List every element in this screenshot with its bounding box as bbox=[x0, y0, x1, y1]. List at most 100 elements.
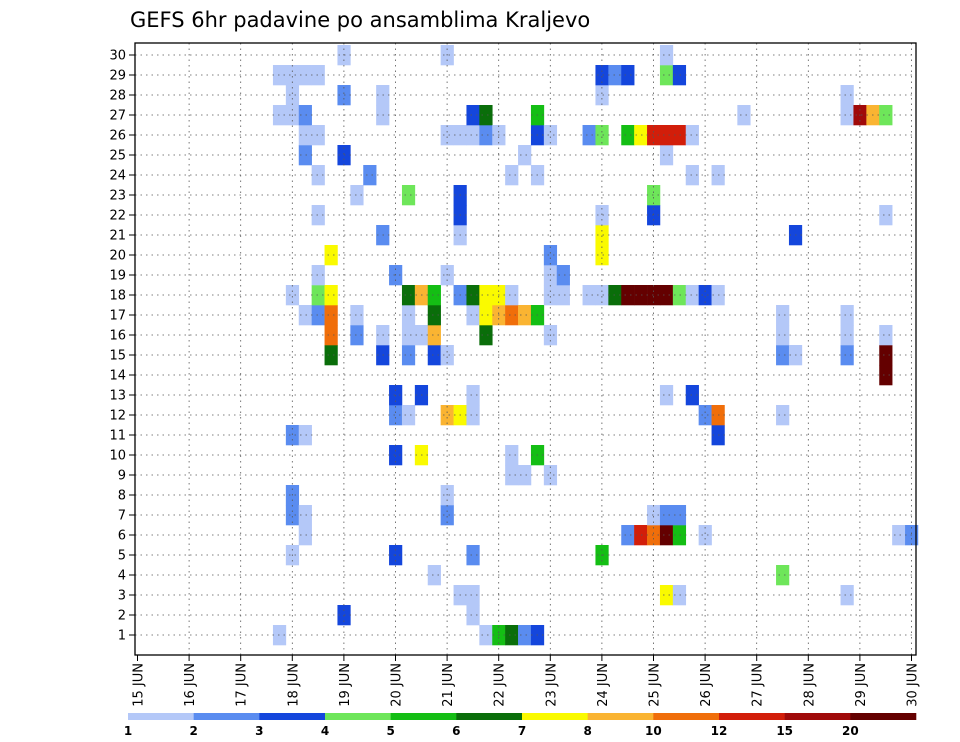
x-tick-label: 20 JUN bbox=[390, 663, 405, 707]
x-axis: 15 JUN 16 JUN 17 JUN 18 JUN 19 JUN 20 JUN 21 J… bbox=[132, 655, 921, 707]
heatmap-cell bbox=[647, 505, 661, 526]
heatmap-cell bbox=[659, 525, 674, 546]
heatmap-cell bbox=[879, 325, 893, 346]
x-tick-label: 23 JUN bbox=[544, 663, 559, 707]
heatmap-cell bbox=[298, 525, 312, 546]
x-tick-label: 18 JUN bbox=[286, 663, 301, 707]
y-tick-label: 14 bbox=[109, 369, 126, 384]
heatmap-cell bbox=[324, 245, 338, 266]
colorbar-swatch bbox=[850, 713, 917, 720]
heatmap-cell bbox=[427, 325, 441, 346]
y-tick-label: 26 bbox=[109, 129, 126, 144]
heatmap-cell bbox=[647, 185, 661, 206]
heatmap-cell bbox=[401, 285, 416, 306]
heatmap-cell bbox=[840, 325, 854, 346]
heatmap-cell bbox=[556, 285, 570, 306]
heatmap-cell bbox=[298, 125, 312, 146]
colorbar-swatch bbox=[587, 713, 654, 720]
heatmap-cell bbox=[389, 405, 403, 426]
y-tick-label: 2 bbox=[118, 609, 126, 624]
y-tick-label: 15 bbox=[109, 349, 126, 364]
heatmap-cell bbox=[647, 205, 661, 226]
heatmap-cell bbox=[363, 165, 377, 186]
y-tick-label: 10 bbox=[109, 449, 126, 464]
heatmap-cells bbox=[272, 45, 919, 646]
heatmap-cell bbox=[672, 65, 687, 86]
colorbar-swatch bbox=[784, 713, 851, 720]
colorbar-swatch bbox=[325, 713, 391, 720]
heatmap-cell bbox=[518, 145, 532, 166]
y-tick-label: 23 bbox=[109, 189, 126, 204]
heatmap-cell bbox=[879, 345, 893, 366]
colorbar-label: 2 bbox=[189, 724, 197, 738]
heatmap-cell bbox=[892, 525, 906, 546]
heatmap-cell bbox=[840, 85, 854, 106]
heatmap-cell bbox=[659, 65, 674, 86]
heatmap-cell bbox=[427, 565, 441, 586]
colorbar-label: 12 bbox=[711, 724, 728, 738]
heatmap-cell bbox=[298, 65, 312, 86]
x-tick-label: 24 JUN bbox=[596, 663, 611, 707]
heatmap-cell bbox=[698, 405, 712, 426]
chart-title: GEFS 6hr padavine po ansamblima Kraljevo bbox=[130, 8, 590, 32]
y-tick-label: 7 bbox=[118, 509, 126, 524]
heatmap-cell bbox=[672, 585, 687, 606]
heatmap-cell bbox=[698, 525, 712, 546]
y-tick-label: 21 bbox=[109, 229, 126, 244]
heatmap-cell bbox=[479, 125, 493, 146]
y-tick-label: 12 bbox=[109, 409, 126, 424]
heatmap-cell bbox=[659, 125, 674, 146]
heatmap-cell bbox=[505, 165, 519, 186]
heatmap-cell bbox=[427, 285, 441, 306]
x-tick-label: 21 JUN bbox=[441, 663, 456, 707]
heatmap-cell bbox=[466, 305, 480, 326]
heatmap-cell bbox=[285, 425, 300, 446]
heatmap-cell bbox=[272, 105, 287, 126]
heatmap-cell bbox=[350, 185, 364, 206]
heatmap-cell bbox=[440, 505, 454, 526]
heatmap-cell bbox=[879, 105, 893, 126]
y-tick-label: 1 bbox=[118, 629, 126, 644]
y-tick-label: 11 bbox=[109, 429, 126, 444]
colorbar-label: 20 bbox=[842, 724, 859, 738]
heatmap-cell bbox=[647, 285, 661, 306]
heatmap-cell bbox=[466, 125, 480, 146]
heatmap-cell bbox=[311, 65, 325, 86]
heatmap-cell bbox=[401, 405, 416, 426]
y-tick-label: 18 bbox=[109, 289, 126, 304]
heatmap-cell bbox=[595, 205, 609, 226]
x-tick-label: 27 JUN bbox=[751, 663, 766, 707]
heatmap-cell bbox=[479, 305, 493, 326]
x-tick-label: 26 JUN bbox=[699, 663, 714, 707]
heatmap-cell bbox=[634, 285, 648, 306]
heatmap-cell bbox=[324, 345, 338, 366]
heatmap-cell bbox=[543, 125, 558, 146]
heatmap-cell bbox=[879, 365, 893, 386]
heatmap-cell bbox=[776, 345, 790, 366]
heatmap-cell bbox=[272, 65, 287, 86]
heatmap-cell bbox=[685, 385, 699, 406]
y-tick-label: 20 bbox=[109, 249, 126, 264]
heatmap-cell bbox=[324, 285, 338, 306]
heatmap-cell bbox=[427, 345, 441, 366]
heatmap-cell bbox=[621, 125, 635, 146]
heatmap-cell bbox=[685, 165, 699, 186]
heatmap-cell bbox=[298, 505, 312, 526]
heatmap-cell bbox=[311, 265, 325, 286]
heatmap-cell bbox=[505, 305, 519, 326]
heatmap-cell bbox=[672, 505, 687, 526]
heatmap-cell bbox=[543, 245, 558, 266]
heatmap-cell bbox=[634, 525, 648, 546]
y-tick-label: 6 bbox=[118, 529, 126, 544]
heatmap-cell bbox=[440, 125, 454, 146]
y-tick-label: 22 bbox=[109, 209, 126, 224]
colorbar-swatch bbox=[719, 713, 785, 720]
heatmap-cell bbox=[776, 565, 790, 586]
heatmap-cell bbox=[324, 325, 338, 346]
heatmap-cell bbox=[621, 65, 635, 86]
y-tick-label: 17 bbox=[109, 309, 126, 324]
heatmap-cell bbox=[698, 285, 712, 306]
heatmap-cell bbox=[298, 105, 312, 126]
x-tick-label: 17 JUN bbox=[235, 663, 250, 707]
